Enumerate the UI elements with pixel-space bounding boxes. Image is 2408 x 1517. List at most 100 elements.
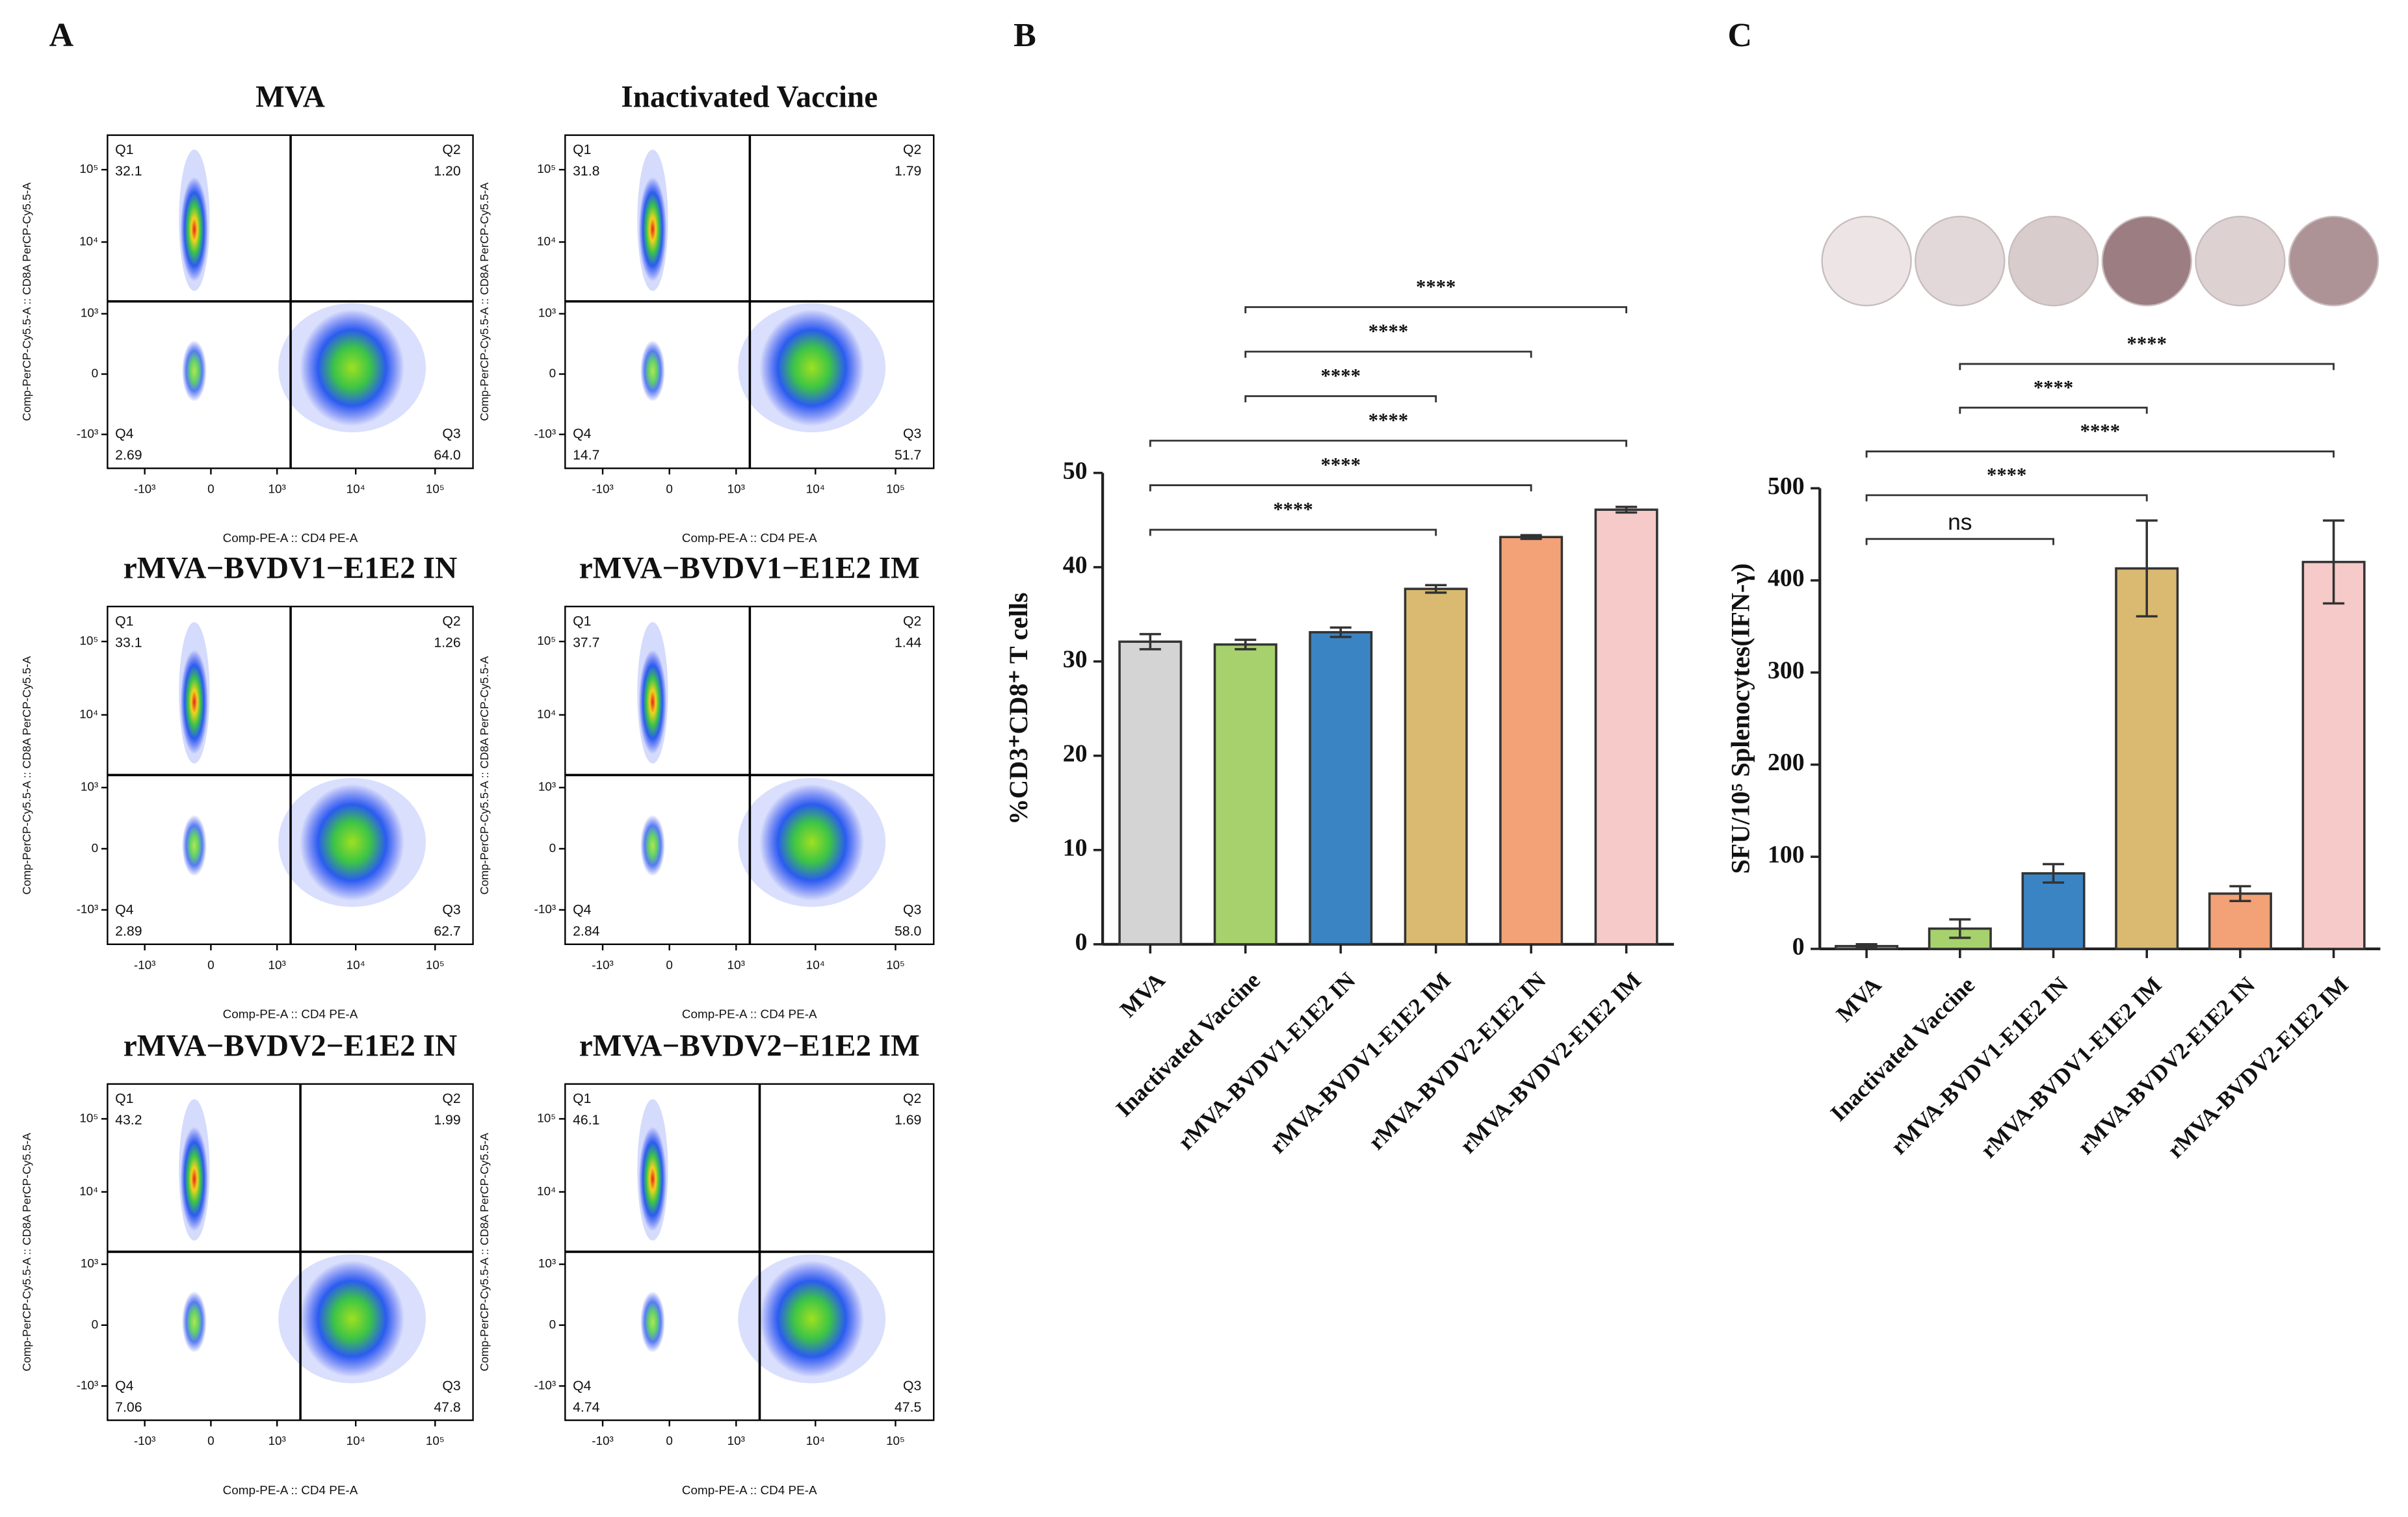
population-density [640, 1291, 665, 1353]
quadrant-name: Q2 [903, 142, 921, 157]
x-tick-label: -10³ [592, 959, 614, 972]
plot-title: rMVA−BVDV2−E1E2 IM [579, 1029, 920, 1063]
quadrant-name: Q2 [442, 142, 460, 157]
x-tick-label: 0 [666, 483, 673, 497]
significance-label: **** [1416, 276, 1456, 298]
significance-bracket [1149, 439, 1628, 447]
y-tick-label: 10⁴ [537, 1185, 556, 1199]
plot-title: rMVA−BVDV2−E1E2 IN [124, 1029, 458, 1063]
y-tick-label: 10⁴ [79, 708, 98, 721]
x-tick-label: 10³ [268, 1434, 286, 1448]
quadrant-name: Q2 [442, 1091, 460, 1106]
quadrant-name: Q4 [573, 426, 592, 441]
x-tick-label: 0 [666, 959, 673, 972]
plot-title: rMVA−BVDV1−E1E2 IM [579, 552, 920, 586]
x-tick-label: 0 [207, 1434, 215, 1448]
x-tick-label: -10³ [134, 483, 156, 497]
bar [1118, 640, 1183, 946]
x-tick-label: 10⁴ [806, 483, 825, 497]
elispot-well [2008, 215, 2099, 307]
y-tick-label: -10³ [534, 903, 556, 916]
quadrant-value: 7.06 [115, 1399, 142, 1415]
plot-title: rMVA−BVDV1−E1E2 IN [124, 552, 458, 586]
y-axis-label: Comp-PerCP-Cy5.5-A :: CD8A PerCP-Cy5.5-A [478, 183, 491, 421]
quadrant-value: 51.7 [895, 447, 921, 463]
y-tick-label: 400 [1768, 565, 1805, 592]
x-tick-label: rMVA-BVDV1-E1E2 IN [1885, 972, 2073, 1160]
population-density [180, 177, 209, 282]
x-axis-label: Comp-PE-A :: CD4 PE-A [223, 1007, 358, 1021]
population-density [180, 649, 209, 755]
y-tick-label: 10³ [538, 1257, 556, 1271]
x-tick-label: rMVA-BVDV1-E1E2 IM [1264, 967, 1456, 1158]
quadrant-value: 33.1 [115, 634, 142, 650]
x-tick-label: -10³ [592, 483, 614, 497]
y-tick-label: 10⁴ [79, 235, 98, 248]
quadrant-value: 31.8 [573, 163, 599, 179]
x-tick-label: 10⁵ [426, 959, 445, 972]
y-tick-label: 500 [1768, 473, 1805, 500]
y-tick-label: 0 [1075, 929, 1088, 956]
x-tick-label: rMVA-BVDV1-E1E2 IN [1173, 967, 1361, 1155]
x-tick-label: -10³ [134, 959, 156, 972]
quadrant-value: 62.7 [434, 924, 460, 939]
x-tick-label: 10⁵ [426, 483, 445, 497]
y-tick-label: -10³ [77, 1379, 99, 1392]
y-tick-label: 0 [92, 367, 99, 381]
quadrant-value: 43.2 [115, 1112, 142, 1128]
significance-label: **** [1321, 365, 1361, 387]
x-axis-label: Comp-PE-A :: CD4 PE-A [223, 1484, 358, 1498]
quadrant-value: 1.69 [895, 1112, 921, 1128]
y-tick-label: 200 [1768, 749, 1805, 776]
x-tick-label: -10³ [134, 1434, 156, 1448]
x-tick-label: 10⁵ [886, 959, 905, 972]
y-tick-label: 10⁵ [79, 634, 98, 648]
bar [2021, 872, 2086, 950]
x-tick-label: 10³ [268, 959, 286, 972]
significance-label: **** [1987, 464, 2026, 486]
significance-bracket [1865, 538, 2054, 545]
significance-bracket [1865, 494, 2148, 502]
population-density [640, 814, 665, 877]
y-tick-label: 30 [1063, 645, 1088, 673]
significance-label: **** [1368, 320, 1408, 343]
x-tick-label: rMVA-BVDV2-E1E2 IM [1455, 967, 1646, 1158]
quadrant-name: Q2 [903, 613, 921, 629]
y-axis-label: Comp-PerCP-Cy5.5-A :: CD8A PerCP-Cy5.5-A [478, 656, 491, 894]
population-density [759, 309, 865, 426]
x-tick-label: 10⁴ [806, 959, 825, 972]
quadrant-name: Q1 [115, 142, 133, 157]
x-tick-label: 10³ [727, 1434, 745, 1448]
y-tick-label: 0 [549, 1318, 556, 1332]
y-axis-label: SFU/10⁵ Splenocytes(IFN-γ) [1725, 564, 1755, 874]
x-tick-label: rMVA-BVDV2-E1E2 IM [2162, 972, 2353, 1163]
significance-label: **** [1321, 454, 1361, 476]
population-density [638, 177, 667, 282]
y-tick-label: 10 [1063, 834, 1088, 861]
elispot-well [2288, 215, 2379, 307]
panel-label: C [1728, 17, 1753, 54]
population-density [181, 814, 207, 877]
quadrant-value: 1.99 [434, 1112, 460, 1128]
population-density [638, 1126, 667, 1232]
x-tick-label: MVA [1831, 972, 1887, 1027]
quadrant-name: Q1 [573, 142, 591, 157]
quadrant-value: 58.0 [895, 924, 921, 939]
population-density [759, 784, 865, 901]
quadrant-name: Q3 [903, 1378, 921, 1394]
y-tick-label: 10³ [538, 781, 556, 794]
quadrant-value: 64.0 [434, 447, 460, 463]
significance-bracket [1149, 484, 1532, 491]
panel-label: A [49, 17, 74, 54]
population-density [181, 1291, 207, 1353]
y-tick-label: 10⁵ [537, 634, 556, 648]
significance-bracket [1244, 395, 1437, 402]
quadrant-name: Q3 [442, 901, 460, 917]
significance-bracket [1865, 450, 2335, 458]
x-axis-label: Comp-PE-A :: CD4 PE-A [682, 1484, 817, 1498]
y-tick-label: 10³ [81, 781, 98, 794]
y-tick-label: 10⁵ [79, 1111, 98, 1125]
x-tick-label: 10³ [268, 483, 286, 497]
quadrant-name: Q1 [115, 613, 133, 629]
